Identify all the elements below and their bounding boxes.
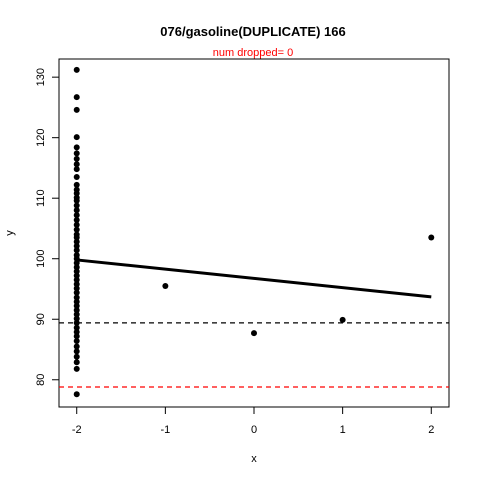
- data-point: [251, 330, 257, 337]
- y-tick-label: 120: [35, 128, 47, 146]
- data-point: [73, 161, 80, 168]
- data-point: [73, 348, 80, 355]
- data-point: [73, 181, 80, 188]
- data-point: [73, 276, 80, 283]
- data-point: [73, 207, 80, 214]
- x-tick-label: 2: [428, 424, 434, 436]
- data-point: [73, 319, 80, 326]
- data-point: [73, 302, 80, 309]
- data-point: [73, 255, 80, 262]
- data-point: [73, 190, 80, 197]
- y-tick-label: 90: [35, 313, 47, 325]
- data-points: [73, 66, 435, 398]
- data-point: [73, 272, 80, 279]
- fit-line-group: [76, 258, 432, 299]
- data-point: [73, 391, 80, 398]
- data-point: [73, 134, 80, 141]
- data-point: [73, 144, 80, 151]
- x-tick-label: -1: [160, 424, 170, 436]
- chart-subtitle: num dropped= 0: [213, 47, 293, 59]
- data-point: [73, 94, 80, 101]
- data-point: [73, 259, 80, 266]
- x-axis: -2 -1 0 1 2: [72, 407, 434, 436]
- x-tick-label: -2: [72, 424, 82, 436]
- data-point: [73, 328, 80, 335]
- data-point: [73, 243, 80, 250]
- data-point: [73, 234, 80, 241]
- data-point: [73, 285, 80, 292]
- data-point: [73, 338, 80, 345]
- x-axis-label: x: [251, 453, 257, 465]
- data-point: [73, 226, 80, 233]
- y-axis: 80 90 100 110 120 130: [35, 68, 59, 386]
- data-point: [73, 307, 80, 314]
- y-tick-label: 100: [35, 250, 47, 268]
- data-point: [73, 281, 80, 288]
- y-tick-label: 80: [35, 374, 47, 386]
- data-point: [73, 268, 80, 275]
- data-point: [73, 66, 80, 73]
- data-point: [73, 264, 80, 271]
- data-point: [73, 365, 80, 372]
- chart-title: 076/gasoline(DUPLICATE) 166: [160, 24, 345, 39]
- data-point: [339, 316, 346, 323]
- y-tick-label: 110: [35, 189, 47, 207]
- data-point: [73, 294, 80, 301]
- data-point: [73, 166, 80, 173]
- data-point: [73, 106, 80, 113]
- reference-lines: [59, 322, 449, 388]
- data-point: [73, 298, 80, 305]
- fit-line: [76, 258, 432, 299]
- data-point: [73, 155, 80, 162]
- data-point: [73, 333, 80, 340]
- data-point: [73, 150, 80, 157]
- data-point: [73, 289, 80, 296]
- data-point: [73, 311, 80, 318]
- data-point: [73, 343, 80, 350]
- data-point: [73, 353, 80, 360]
- data-point: [73, 197, 80, 204]
- y-axis-label: y: [4, 230, 16, 236]
- y-tick-label: 130: [35, 68, 47, 86]
- data-point: [73, 315, 80, 322]
- data-point: [73, 216, 80, 223]
- data-point: [428, 234, 435, 241]
- data-point: [73, 359, 80, 366]
- data-point: [73, 221, 80, 228]
- x-tick-label: 0: [251, 424, 257, 436]
- data-point: [73, 324, 80, 331]
- x-tick-label: 1: [340, 424, 346, 436]
- data-point: [73, 238, 80, 245]
- data-point: [162, 282, 169, 289]
- data-point: [73, 202, 80, 209]
- data-point: [73, 174, 80, 181]
- data-point: [73, 247, 80, 254]
- plot-frame: [58, 58, 450, 408]
- data-point: [73, 212, 80, 219]
